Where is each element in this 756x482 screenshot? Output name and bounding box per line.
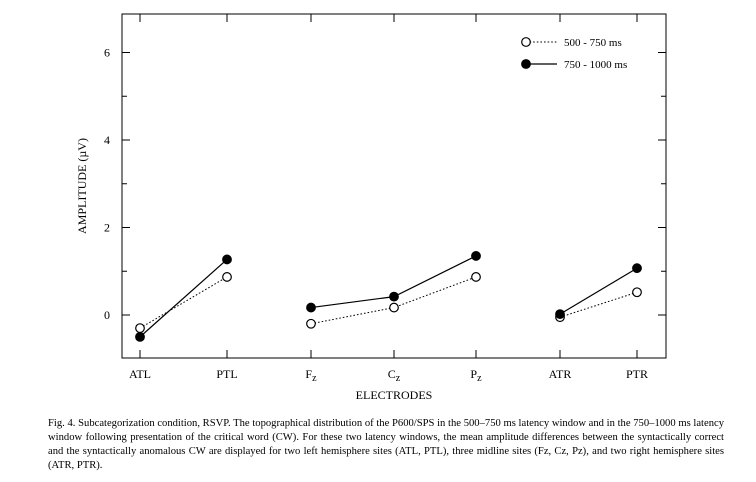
series-1-point [306,318,316,329]
x-tick-label: ATL [129,367,151,381]
legend-label: 500 - 750 ms [564,37,622,49]
series-1-line [139,276,228,329]
legend-label: 750 - 1000 ms [564,59,627,71]
y-axis-label: AMPLITUDE (µV) [75,138,89,234]
series-2-point [222,254,232,265]
series-2-point [135,331,145,342]
x-tick-label: PTL [216,367,237,381]
x-tick-label: Cz [388,367,401,384]
chart: 0 2 4 6 ATL PTL Fz Cz Pz ATR PTR AMPLITUDE (µV) EL… [75,13,667,400]
series-2-point [555,309,565,320]
y-tick-label: 2 [104,221,110,235]
series-2-point [389,291,399,302]
legend-marker [521,59,531,69]
series-1-point [632,287,642,298]
legend: 500 - 750 ms 750 - 1000 ms [521,37,627,71]
series-1-point [471,272,481,282]
y-tick-label: 6 [104,46,110,60]
x-tick-label: ATR [549,367,572,381]
series-2-point [306,302,316,313]
x-axis-label: ELECTRODES [356,388,433,400]
series-2-point [632,263,642,274]
y-tick-label: 0 [104,308,110,322]
y-tick-label: 4 [104,133,110,147]
series-1-point [389,302,399,313]
series-2-line [559,267,638,315]
x-tick-label: PTR [626,367,648,381]
series-1-point [222,272,232,282]
series-2-line [139,258,228,338]
series-2-point [471,251,481,261]
figure-caption: Fig. 4. Subcategorization condition, RSV… [48,418,724,471]
series-1-line [559,291,638,318]
x-tick-label: Pz [470,367,482,384]
series-1-point [135,323,145,334]
x-tick-label: Fz [305,367,317,384]
legend-marker [521,37,531,47]
